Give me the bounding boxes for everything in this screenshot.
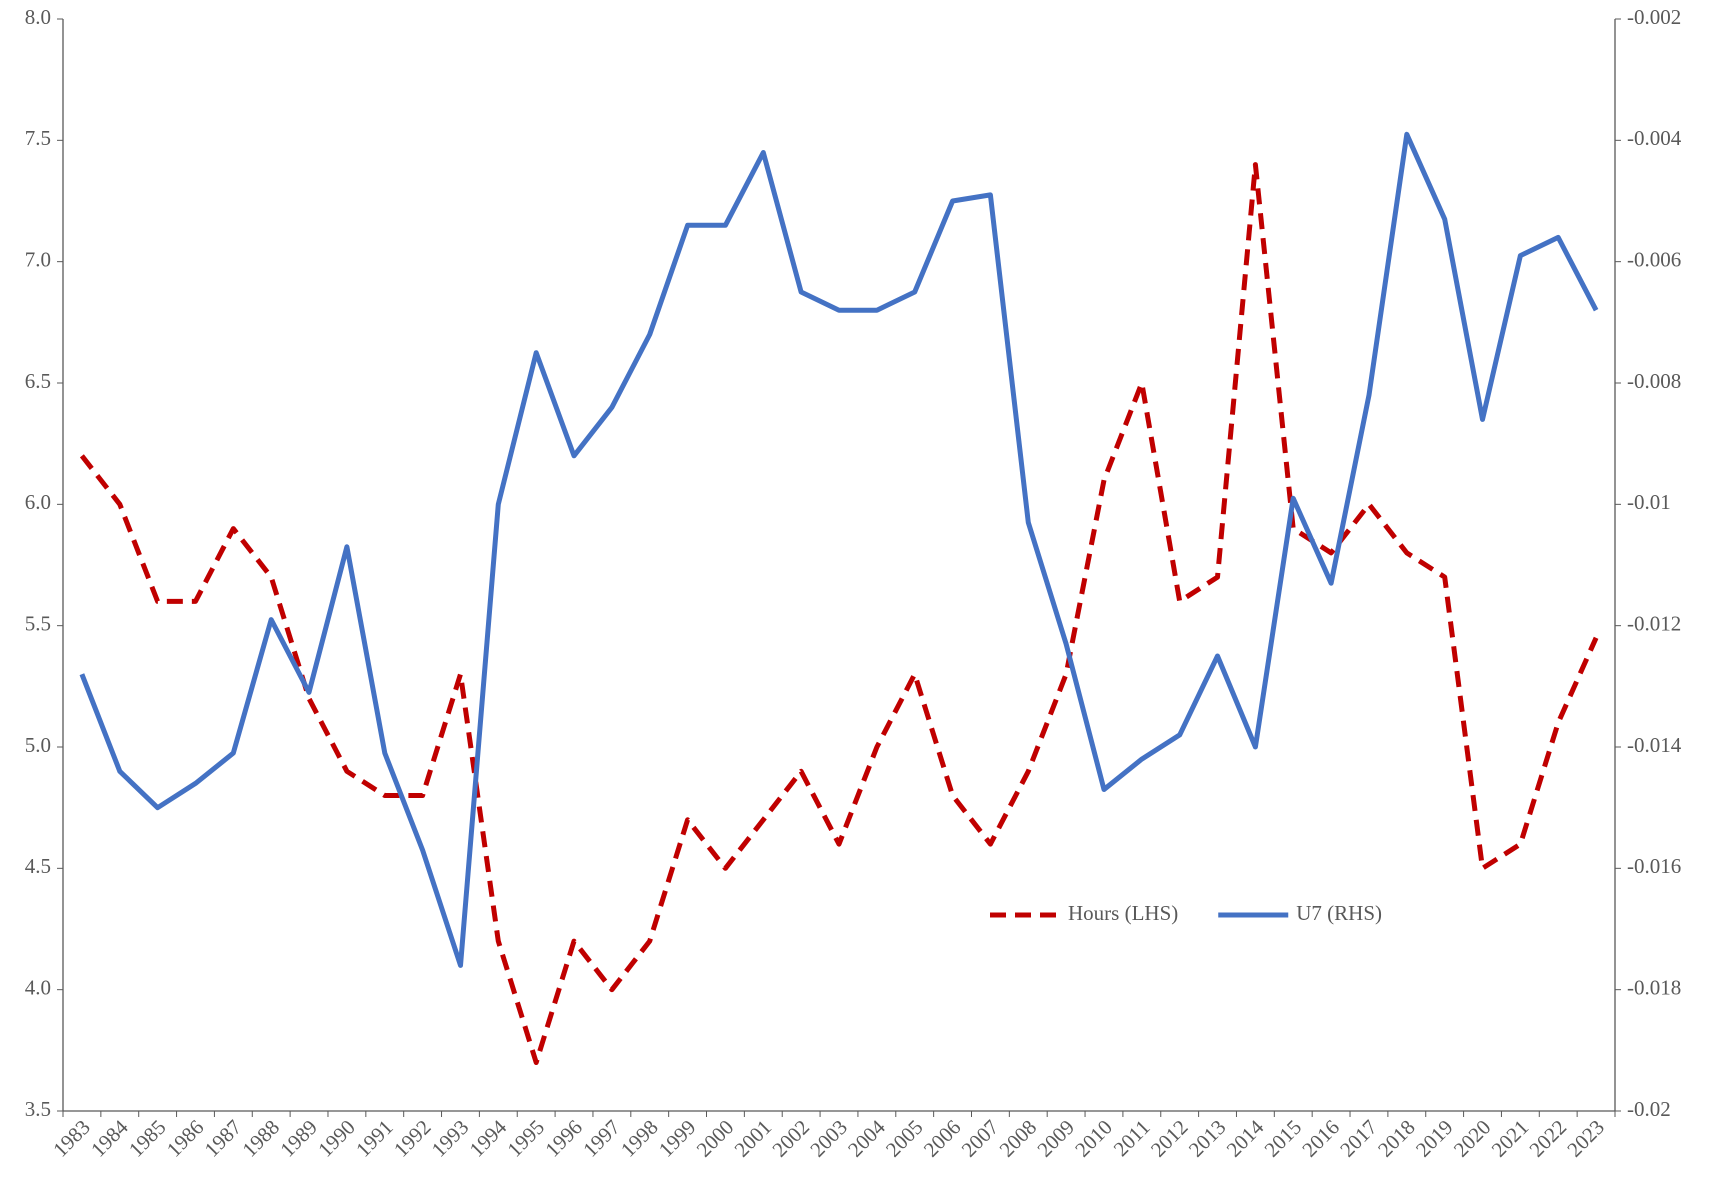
y-tick-label: 4.5 <box>25 854 51 878</box>
y2-tick-label: -0.014 <box>1627 733 1682 757</box>
x-tick-label: 1994 <box>465 1115 512 1162</box>
x-tick-label: 2011 <box>1109 1115 1155 1161</box>
x-tick-label: 2021 <box>1487 1115 1534 1162</box>
y2-tick-label: -0.01 <box>1627 490 1671 514</box>
x-tick-label: 1989 <box>275 1115 322 1162</box>
x-tick-label: 1991 <box>351 1115 398 1162</box>
x-tick-label: 2000 <box>692 1115 739 1162</box>
y2-tick-label: -0.006 <box>1627 247 1681 271</box>
x-tick-label: 2007 <box>957 1115 1004 1162</box>
y-tick-label: 6.5 <box>25 369 51 393</box>
x-tick-label: 1995 <box>502 1115 549 1162</box>
x-tick-label: 2005 <box>881 1115 928 1162</box>
x-tick-label: 2017 <box>1335 1115 1382 1162</box>
x-tick-label: 1992 <box>389 1115 436 1162</box>
x-tick-label: 2002 <box>767 1115 814 1162</box>
x-tick-label: 1983 <box>48 1115 95 1162</box>
x-tick-label: 1997 <box>578 1115 625 1162</box>
y-tick-label: 3.5 <box>25 1097 51 1121</box>
x-tick-label: 2004 <box>843 1115 890 1162</box>
x-tick-label: 1987 <box>200 1115 247 1162</box>
legend-label: Hours (LHS) <box>1068 901 1178 925</box>
x-tick-label: 2022 <box>1524 1115 1571 1162</box>
x-tick-label: 1996 <box>540 1115 587 1162</box>
y2-tick-label: -0.018 <box>1627 975 1681 999</box>
legend-label: U7 (RHS) <box>1296 901 1382 925</box>
series-line <box>79 131 1599 968</box>
x-tick-label: 2008 <box>995 1115 1042 1162</box>
y-tick-label: 7.5 <box>25 126 51 150</box>
x-tick-label: 2023 <box>1562 1115 1609 1162</box>
x-tick-label: 1988 <box>237 1115 284 1162</box>
x-tick-label: 1993 <box>427 1115 474 1162</box>
y-tick-label: 5.0 <box>25 733 51 757</box>
x-tick-label: 2010 <box>1070 1115 1117 1162</box>
x-tick-label: 2019 <box>1411 1115 1458 1162</box>
y-tick-label: 8.0 <box>25 5 51 29</box>
y2-tick-label: -0.012 <box>1627 611 1681 635</box>
y2-tick-label: -0.016 <box>1627 854 1681 878</box>
x-tick-label: 1999 <box>654 1115 701 1162</box>
y-tick-label: 6.0 <box>25 490 51 514</box>
x-tick-label: 2012 <box>1146 1115 1193 1162</box>
x-tick-label: 2001 <box>730 1115 777 1162</box>
x-tick-label: 2003 <box>805 1115 852 1162</box>
x-tick-label: 2006 <box>919 1115 966 1162</box>
x-tick-label: 1986 <box>162 1115 209 1162</box>
x-tick-label: 2018 <box>1373 1115 1420 1162</box>
x-tick-label: 2009 <box>1032 1115 1079 1162</box>
x-tick-label: 2016 <box>1297 1115 1344 1162</box>
x-tick-label: 1998 <box>616 1115 663 1162</box>
y2-tick-label: -0.002 <box>1627 5 1681 29</box>
x-tick-label: 2013 <box>1184 1115 1231 1162</box>
y-tick-label: 4.0 <box>25 975 51 999</box>
y-tick-label: 5.5 <box>25 611 51 635</box>
x-tick-label: 2014 <box>1222 1115 1269 1162</box>
x-tick-label: 1984 <box>86 1115 133 1162</box>
x-tick-label: 1985 <box>124 1115 171 1162</box>
x-tick-label: 1990 <box>313 1115 360 1162</box>
series-line <box>79 162 1599 1065</box>
y2-tick-label: -0.02 <box>1627 1097 1671 1121</box>
y-tick-label: 7.0 <box>25 247 51 271</box>
y2-tick-label: -0.004 <box>1627 126 1682 150</box>
y2-tick-label: -0.008 <box>1627 369 1681 393</box>
x-tick-label: 2015 <box>1260 1115 1307 1162</box>
x-tick-label: 2020 <box>1449 1115 1496 1162</box>
